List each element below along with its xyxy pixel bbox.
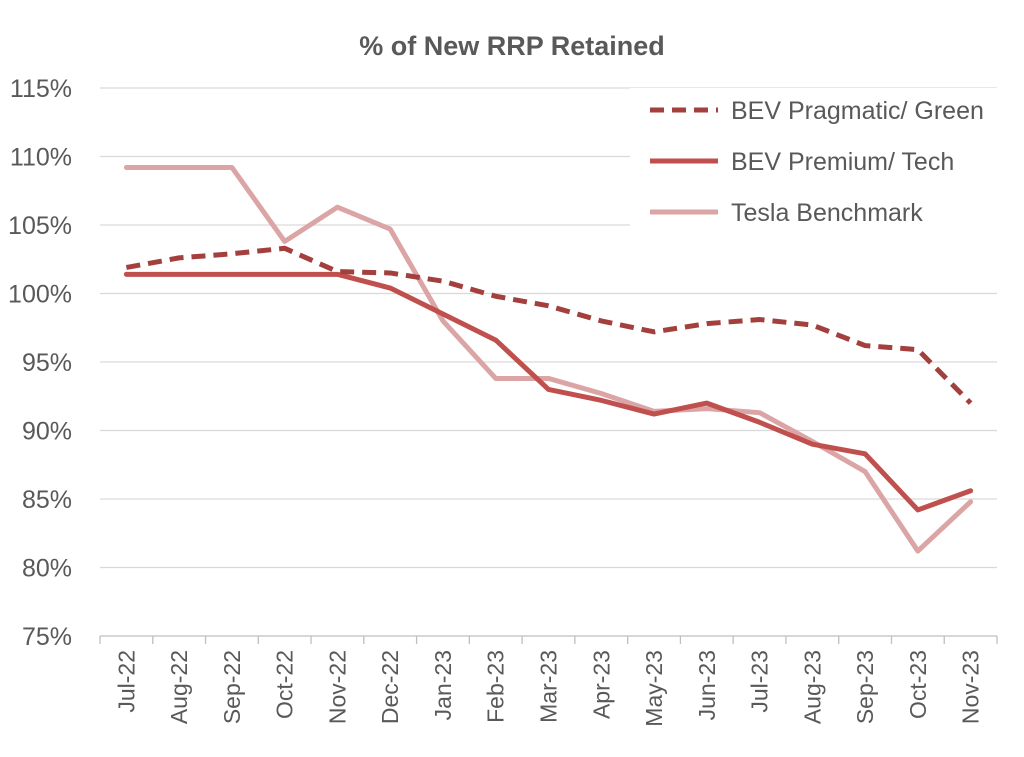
x-axis-ticks: Jul-22 Aug-22 Sep-22 Oct-22 Nov-22 Dec-22 Jan-… [113,650,983,727]
x-tick-label: Apr-23 [588,650,614,719]
x-tick-label: Jun-23 [694,650,720,720]
x-tick-label: Sep-22 [219,650,245,724]
x-tick-label: Oct-22 [272,650,298,719]
y-tick-label: 75% [22,623,72,651]
x-tick-label: Jan-23 [430,650,456,720]
x-tick-label: Nov-22 [324,650,350,724]
x-tick-label: Dec-22 [377,650,403,724]
chart-title: % of New RRP Retained [359,31,665,61]
x-tick-label: Sep-23 [852,650,878,724]
y-tick-label: 85% [22,486,72,514]
legend: BEV Pragmatic/ Green BEV Premium/ Tech Tes… [630,88,1000,228]
legend-label: BEV Premium/ Tech [731,148,954,176]
x-tick-label: Nov-23 [958,650,984,724]
legend-background [630,88,1000,228]
x-tick-label: May-23 [641,650,667,727]
legend-label: Tesla Benchmark [731,199,923,227]
y-tick-label: 80% [22,555,72,583]
y-tick-label: 100% [8,281,72,309]
series-line-bev-premium-tech [123,271,974,513]
x-tick-label: Aug-22 [166,650,192,724]
x-tick-label: Oct-23 [905,650,931,719]
y-tick-label: 110% [10,144,72,172]
x-tick-label: Aug-23 [799,650,825,724]
gridlines [99,87,998,644]
y-axis-ticks: 75% 80% 85% 90% 95% 100% 105% 110% 115% [8,75,72,651]
y-tick-label: 90% [22,418,72,446]
x-tick-label: Jul-23 [747,650,773,713]
series-lines [123,164,974,554]
x-tick-label: Jul-22 [113,650,139,713]
x-tick-label: Feb-23 [483,650,509,723]
y-tick-label: 115% [10,75,72,103]
legend-label: BEV Pragmatic/ Green [731,97,984,125]
x-tick-label: Mar-23 [536,650,562,723]
y-tick-label: 105% [8,212,72,240]
y-tick-label: 95% [22,349,72,377]
